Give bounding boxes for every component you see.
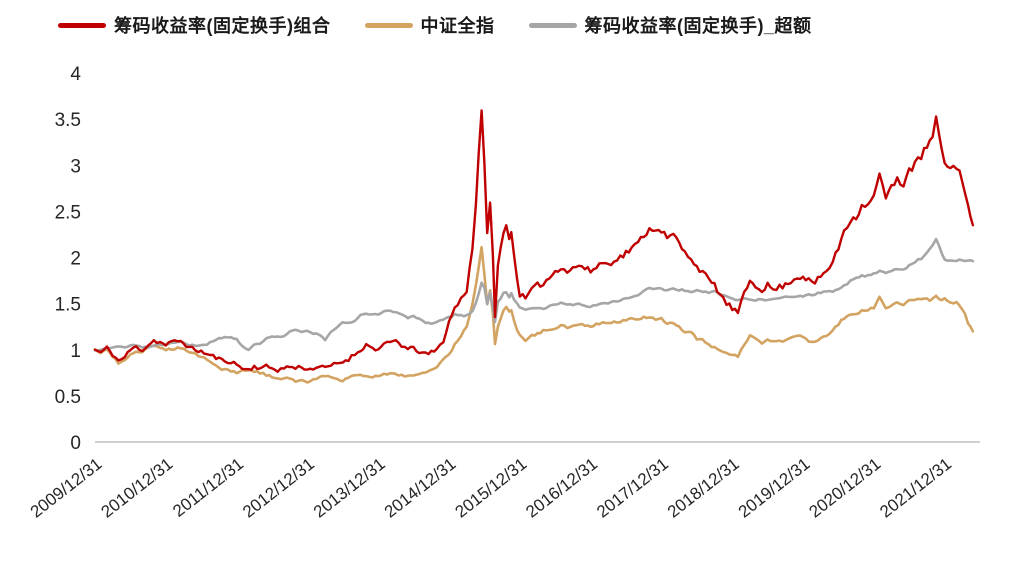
legend-label: 筹码收益率(固定换手)组合 (114, 16, 331, 36)
series-line-portfolio (93, 109, 975, 373)
x-axis-tick-label: 2021/12/31 (876, 454, 955, 521)
legend-line-icon (364, 22, 413, 28)
x-axis-tick-label: 2019/12/31 (735, 454, 814, 521)
x-axis-tick-label: 2016/12/31 (522, 454, 601, 521)
y-axis-tick-label: 3.5 (55, 110, 81, 131)
y-axis-tick-label: 1.5 (55, 295, 81, 316)
x-axis-tick-label: 2010/12/31 (98, 454, 177, 521)
series-line-excess (93, 237, 975, 352)
legend: 筹码收益率(固定换手)组合 中证全指 筹码收益率(固定换手)_超额 (58, 12, 812, 38)
legend-line-icon (58, 22, 106, 28)
y-axis-tick-label: 1 (70, 341, 81, 362)
y-axis-tick-label: 4 (70, 64, 81, 85)
y-axis-tick-label: 0.5 (55, 387, 81, 408)
legend-label: 筹码收益率(固定换手)_超额 (584, 16, 812, 36)
series-line-csi-all-share (93, 245, 975, 384)
x-axis-tick-label: 2017/12/31 (593, 454, 672, 521)
legend-item-csi-all-share: 中证全指 (364, 12, 495, 38)
y-axis-tick-label: 2 (70, 249, 81, 270)
x-axis-tick-label: 2011/12/31 (169, 454, 247, 521)
legend-item-portfolio: 筹码收益率(固定换手)组合 (58, 12, 331, 38)
x-axis-tick-label: 2014/12/31 (381, 454, 460, 521)
y-axis-tick-label: 3 (70, 156, 81, 177)
y-axis-tick-label: 2.5 (55, 202, 81, 223)
x-axis-tick-label: 2020/12/31 (806, 454, 885, 521)
legend-item-excess: 筹码收益率(固定换手)_超额 (528, 12, 812, 38)
x-axis-tick-label: 2009/12/31 (27, 454, 106, 521)
x-axis-tick-label: 2018/12/31 (664, 454, 743, 521)
y-axis-tick-label: 0 (70, 433, 81, 454)
x-axis-tick-label: 2012/12/31 (239, 454, 318, 521)
legend-label: 中证全指 (420, 16, 495, 36)
x-axis-tick-label: 2013/12/31 (310, 454, 389, 521)
x-axis-tick-label: 2015/12/31 (452, 454, 531, 521)
legend-line-icon (528, 22, 577, 28)
